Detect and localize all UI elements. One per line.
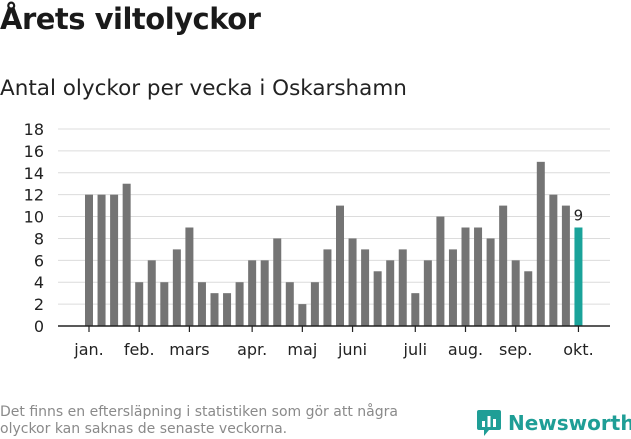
bar (348, 238, 357, 326)
y-tick-label: 12 (24, 186, 44, 205)
bar (310, 282, 319, 326)
bar (336, 205, 344, 326)
bar (436, 216, 445, 326)
y-tick-label: 18 (24, 120, 44, 139)
bar (461, 227, 470, 326)
x-tick-label: sep. (499, 340, 532, 359)
bar (499, 205, 508, 326)
bar (386, 260, 395, 326)
bar (536, 161, 545, 326)
bar (85, 194, 93, 326)
bar (235, 282, 244, 326)
x-tick-label: feb. (124, 340, 155, 359)
bar (147, 260, 156, 326)
footnote: Det finns en eftersläpning i statistiken… (0, 404, 398, 437)
bar (486, 238, 495, 326)
chart-title: Årets viltolyckor (0, 2, 261, 36)
x-tick-label: maj (287, 340, 317, 359)
y-tick-label: 8 (34, 229, 44, 248)
x-tick-label: juni (337, 340, 367, 359)
x-tick-label: okt. (563, 340, 593, 359)
bar (110, 194, 119, 326)
bar (411, 293, 420, 326)
x-tick-label: apr. (237, 340, 267, 359)
bar (373, 271, 382, 326)
bar (97, 194, 106, 326)
bar (361, 249, 370, 326)
bar (210, 293, 219, 326)
bar (423, 260, 432, 326)
bar (223, 293, 232, 326)
chart-subtitle: Antal olyckor per vecka i Oskarshamn (0, 76, 407, 101)
y-tick-label: 16 (24, 142, 44, 161)
bar (122, 183, 131, 326)
bar (185, 227, 194, 326)
data-label: 9 (574, 207, 584, 225)
bar (285, 282, 294, 326)
bar (448, 249, 457, 326)
bar (561, 205, 570, 326)
y-tick-label: 6 (34, 251, 44, 270)
bar (135, 282, 144, 326)
newsworthy-icon (477, 410, 501, 436)
bar (511, 260, 520, 326)
bar (273, 238, 282, 326)
y-tick-label: 2 (34, 295, 44, 314)
y-tick-label: 0 (34, 317, 44, 336)
y-tick-label: 10 (24, 208, 44, 227)
brand-name: Newsworthy (508, 411, 631, 435)
bar (248, 260, 257, 326)
bar (398, 249, 407, 326)
x-tick-label: jan. (73, 340, 103, 359)
brand-logo: Newsworthy (476, 409, 631, 437)
bar (298, 304, 307, 326)
bar (160, 282, 169, 326)
bar-highlight (574, 227, 583, 326)
y-tick-label: 14 (24, 164, 44, 183)
bar (260, 260, 269, 326)
bar (197, 282, 206, 326)
x-tick-label: aug. (448, 340, 483, 359)
bar (172, 249, 181, 326)
x-tick-label: mars (169, 340, 209, 359)
x-tick-label: juli (403, 340, 427, 359)
bar (549, 194, 558, 326)
bar-chart: 0 2 4 6 8 10 12 14 16 18 9 jan. feb. mars apr. maj juni j… (24, 120, 610, 359)
y-tick-label: 4 (34, 273, 44, 292)
bar (474, 227, 483, 326)
bar (524, 271, 533, 326)
bar (323, 249, 332, 326)
